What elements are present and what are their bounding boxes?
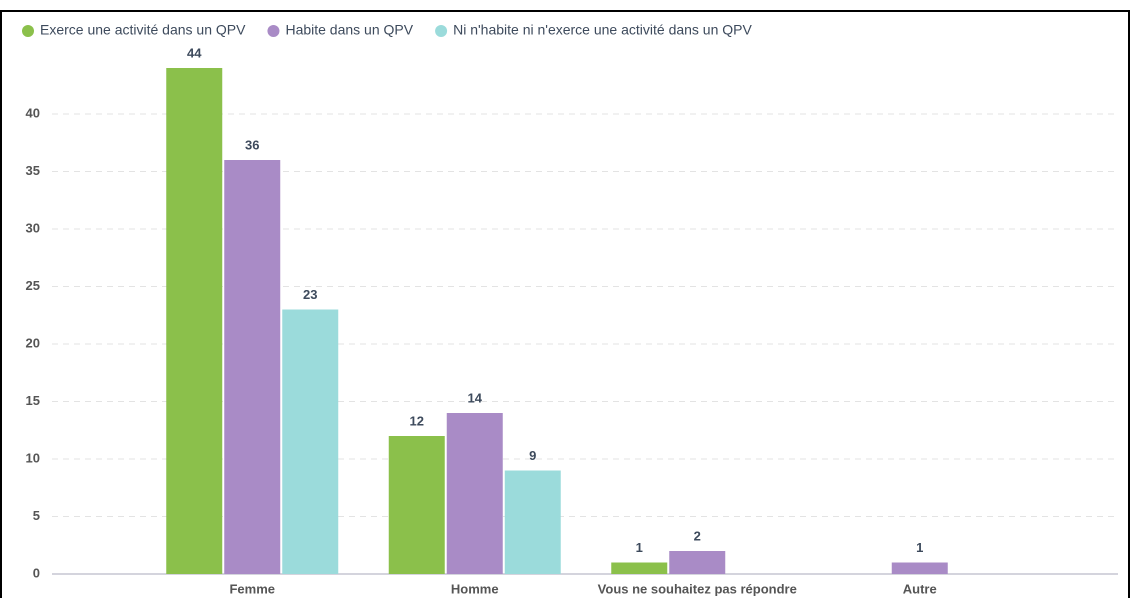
value-label: 44	[187, 45, 202, 60]
value-label: 1	[916, 540, 923, 555]
y-tick-label: 0	[33, 565, 40, 580]
y-tick-label: 40	[26, 105, 40, 120]
bar	[282, 309, 339, 574]
bar	[669, 551, 726, 574]
legend-label: Ni n'habite ni n'exerce une activité dan…	[453, 22, 752, 38]
y-tick-label: 20	[26, 335, 40, 350]
x-tick-label: Vous ne souhaitez pas répondre	[598, 581, 797, 596]
value-label: 1	[636, 540, 643, 555]
bar	[224, 160, 281, 574]
y-tick-label: 5	[33, 508, 40, 523]
value-label: 9	[529, 448, 536, 463]
bar	[166, 68, 223, 574]
legend-label: Exerce une activité dans un QPV	[40, 22, 246, 38]
bar	[504, 470, 561, 574]
y-tick-label: 25	[26, 278, 40, 293]
y-tick-label: 35	[26, 163, 40, 178]
value-label: 2	[694, 528, 701, 543]
y-tick-label: 15	[26, 393, 40, 408]
bar	[891, 562, 948, 574]
bar	[446, 413, 503, 574]
y-tick-label: 10	[26, 450, 40, 465]
x-tick-label: Homme	[451, 581, 499, 596]
y-tick-label: 30	[26, 220, 40, 235]
legend-marker	[267, 25, 280, 37]
value-label: 14	[468, 390, 483, 405]
legend-marker	[435, 25, 448, 37]
value-label: 36	[245, 137, 259, 152]
x-tick-label: Femme	[229, 581, 275, 596]
value-label: 12	[410, 413, 424, 428]
x-tick-label: Autre	[903, 581, 937, 596]
bar	[388, 436, 445, 574]
value-label: 23	[303, 287, 317, 302]
frame	[0, 10, 1130, 598]
legend-label: Habite dans un QPV	[285, 22, 413, 38]
bar	[611, 562, 668, 574]
legend-marker	[22, 25, 34, 37]
